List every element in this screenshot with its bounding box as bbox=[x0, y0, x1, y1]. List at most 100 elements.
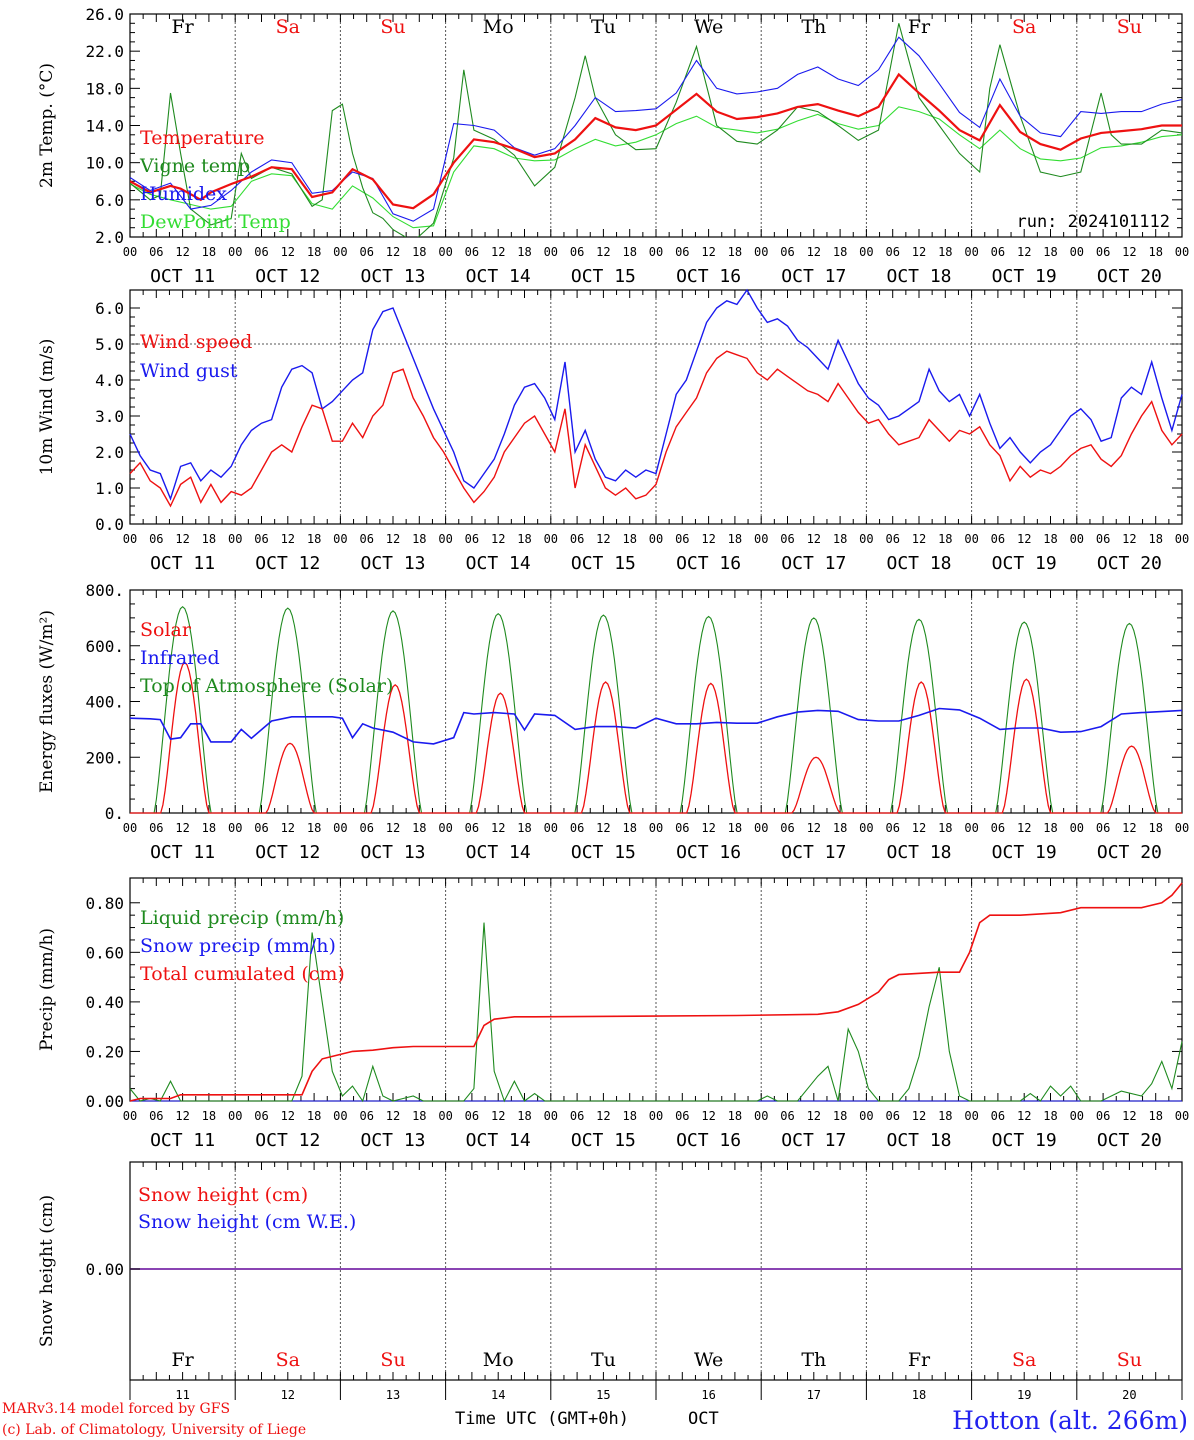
y-tick-label: 0. bbox=[105, 804, 124, 823]
station-label: Hotton (alt. 266m) bbox=[952, 1406, 1188, 1435]
legend-entry: Total cumulated (cm) bbox=[140, 963, 345, 985]
hour-tick-label: 18 bbox=[202, 1109, 216, 1123]
wind-panel: 0.0 1.0 2.0 3.0 4.0 5.0 6.0 10m Wind (m/s) Wind … bbox=[37, 288, 1189, 574]
hour-tick-label: 06 bbox=[465, 821, 479, 835]
hour-tick-label: 12 bbox=[281, 821, 295, 835]
hour-tick-label: 00 bbox=[754, 245, 768, 259]
hour-tick-label: 00 bbox=[754, 821, 768, 835]
hour-tick-label: 00 bbox=[649, 245, 663, 259]
hour-tick-label: 06 bbox=[359, 821, 373, 835]
date-label: OCT 19 bbox=[992, 1130, 1057, 1151]
y-axis-label: Precip (mm/h) bbox=[37, 928, 57, 1051]
y-tick-label: 22.0 bbox=[85, 42, 124, 61]
hour-tick-label: 06 bbox=[465, 1109, 479, 1123]
hour-tick-label: 06 bbox=[675, 1109, 689, 1123]
hour-tick-label: 00 bbox=[333, 821, 347, 835]
hour-tick-label: 18 bbox=[1043, 821, 1057, 835]
hour-tick-label: 12 bbox=[491, 532, 505, 546]
day-number-label: 14 bbox=[491, 1388, 505, 1402]
hour-tick-label: 06 bbox=[149, 532, 163, 546]
hour-tick-label: 06 bbox=[254, 532, 268, 546]
legend-entry: Humidex bbox=[140, 183, 227, 205]
hour-tick-label: 18 bbox=[307, 1109, 321, 1123]
legend-entry: Liquid precip (mm/h) bbox=[140, 907, 344, 929]
day-number-label: 19 bbox=[1017, 1388, 1031, 1402]
date-label: OCT 20 bbox=[1097, 266, 1162, 287]
hour-tick-label: 06 bbox=[675, 245, 689, 259]
weekday-label: Tu bbox=[591, 16, 616, 38]
hour-tick-label: 00 bbox=[123, 245, 137, 259]
weekday-label: Fr bbox=[908, 16, 931, 38]
hour-tick-label: 00 bbox=[544, 532, 558, 546]
hour-tick-label: 00 bbox=[1175, 1109, 1189, 1123]
weekday-label: We bbox=[694, 1349, 723, 1371]
y-tick-label: 600. bbox=[85, 637, 124, 656]
hour-tick-label: 12 bbox=[1017, 532, 1031, 546]
legend-entry: Top of Atmosphere (Solar) bbox=[140, 675, 393, 697]
hour-tick-label: 12 bbox=[175, 1109, 189, 1123]
hour-tick-label: 18 bbox=[938, 532, 952, 546]
date-label: OCT 13 bbox=[360, 842, 425, 863]
day-number-label: 18 bbox=[912, 1388, 926, 1402]
hour-tick-label: 00 bbox=[438, 821, 452, 835]
hour-tick-label: 00 bbox=[1070, 821, 1084, 835]
hour-tick-label: 18 bbox=[517, 245, 531, 259]
solar-line bbox=[235, 742, 341, 814]
legend-entry: Infrared bbox=[140, 647, 220, 669]
y-axis-label: Energy fluxes (W/m²) bbox=[37, 610, 57, 793]
hour-tick-label: 00 bbox=[123, 532, 137, 546]
hour-tick-label: 06 bbox=[254, 1109, 268, 1123]
hour-tick-label: 06 bbox=[675, 532, 689, 546]
y-tick-label: 14.0 bbox=[85, 117, 124, 136]
hour-tick-label: 12 bbox=[596, 245, 610, 259]
hour-tick-label: 00 bbox=[438, 245, 452, 259]
month-label: OCT bbox=[688, 1409, 719, 1429]
hour-tick-label: 06 bbox=[1096, 1109, 1110, 1123]
hour-tick-label: 18 bbox=[1148, 245, 1162, 259]
hour-tick-label: 12 bbox=[807, 532, 821, 546]
weekday-label: Sa bbox=[276, 1349, 300, 1371]
hour-tick-label: 18 bbox=[1043, 245, 1057, 259]
series-line-vigne-temp bbox=[130, 23, 1182, 237]
date-label: OCT 12 bbox=[255, 1130, 320, 1151]
hour-tick-label: 12 bbox=[701, 532, 715, 546]
hour-tick-label: 12 bbox=[1017, 821, 1031, 835]
y-tick-label: 26.0 bbox=[85, 5, 124, 24]
solar-line bbox=[1076, 745, 1182, 814]
date-label: OCT 17 bbox=[781, 1130, 846, 1151]
model-credit-line1: MARv3.14 model forced by GFS bbox=[2, 1401, 230, 1417]
date-label: OCT 15 bbox=[571, 266, 636, 287]
hour-tick-label: 00 bbox=[964, 245, 978, 259]
y-tick-label: 200. bbox=[85, 748, 124, 767]
hour-tick-label: 18 bbox=[517, 1109, 531, 1123]
hour-tick-label: 12 bbox=[701, 821, 715, 835]
hour-tick-label: 18 bbox=[517, 532, 531, 546]
date-label: OCT 18 bbox=[886, 553, 951, 574]
hour-tick-label: 18 bbox=[1148, 1109, 1162, 1123]
hour-tick-label: 18 bbox=[307, 532, 321, 546]
legend-entry: Snow height (cm) bbox=[138, 1184, 308, 1206]
date-label: OCT 14 bbox=[466, 842, 531, 863]
hour-tick-label: 18 bbox=[1148, 821, 1162, 835]
hour-tick-label: 18 bbox=[833, 821, 847, 835]
hour-tick-label: 12 bbox=[807, 245, 821, 259]
hour-tick-label: 00 bbox=[228, 1109, 242, 1123]
date-label: OCT 15 bbox=[571, 1130, 636, 1151]
date-label: OCT 16 bbox=[676, 553, 741, 574]
date-label: OCT 19 bbox=[992, 266, 1057, 287]
hour-tick-label: 00 bbox=[754, 532, 768, 546]
weekday-label: Fr bbox=[171, 1349, 194, 1371]
hour-tick-label: 06 bbox=[780, 532, 794, 546]
y-tick-label: 10.0 bbox=[85, 154, 124, 173]
toa-solar-line bbox=[130, 605, 236, 814]
hour-tick-label: 06 bbox=[1096, 245, 1110, 259]
hour-tick-label: 18 bbox=[412, 245, 426, 259]
hour-tick-label: 00 bbox=[333, 1109, 347, 1123]
y-tick-label: 0.00 bbox=[85, 1260, 124, 1279]
date-label: OCT 12 bbox=[255, 266, 320, 287]
legend-entry: Solar bbox=[140, 619, 192, 641]
hour-tick-label: 00 bbox=[859, 245, 873, 259]
hour-tick-label: 12 bbox=[386, 1109, 400, 1123]
hour-tick-label: 00 bbox=[649, 821, 663, 835]
hour-tick-label: 06 bbox=[465, 245, 479, 259]
